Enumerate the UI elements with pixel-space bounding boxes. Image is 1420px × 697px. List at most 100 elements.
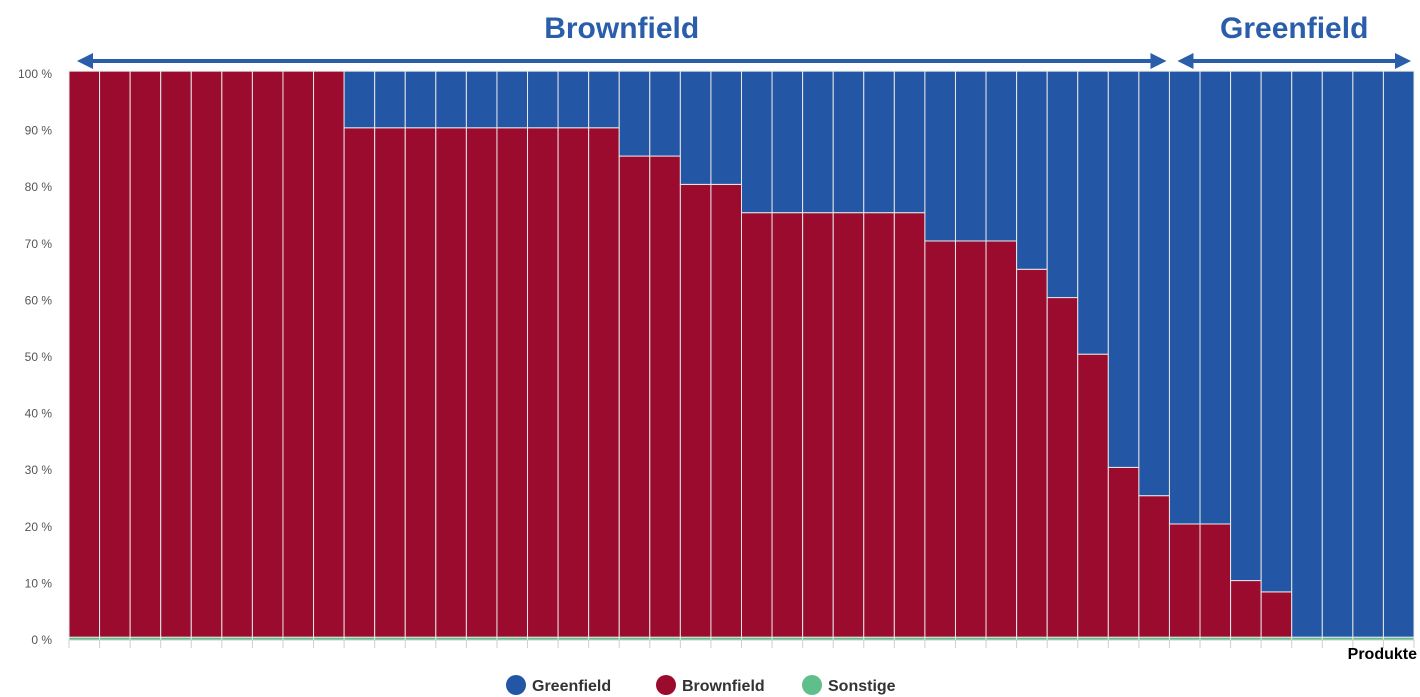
y-tick-label: 90 % — [25, 124, 53, 138]
bar-segment-brownfield — [832, 212, 865, 638]
bars-group — [68, 70, 1415, 641]
y-tick-label: 40 % — [25, 407, 53, 421]
bar-segment-brownfield — [313, 70, 345, 638]
bar-segment-greenfield — [1260, 70, 1293, 593]
bar-segment-greenfield — [863, 70, 895, 214]
bar-segment-brownfield — [771, 212, 804, 638]
bar-segment-brownfield — [99, 70, 131, 638]
y-tick-label: 60 % — [25, 293, 53, 307]
bar-segment-brownfield — [679, 183, 712, 638]
bar-segment-greenfield — [588, 70, 620, 129]
bar-segment-greenfield — [710, 70, 743, 185]
bar-segment-brownfield — [282, 70, 315, 638]
arrow-head-left — [1177, 53, 1194, 69]
bar-segment-greenfield — [1352, 70, 1384, 638]
y-tick-label: 70 % — [25, 237, 53, 251]
bar-segment-greenfield — [985, 70, 1018, 242]
bar-segment-greenfield — [1138, 70, 1170, 497]
bar-segment-greenfield — [649, 70, 681, 157]
bar-segment-brownfield — [1077, 353, 1109, 638]
arrow-head-right — [1150, 53, 1167, 69]
legend-label: Brownfield — [682, 678, 765, 695]
bar-segment-greenfield — [924, 70, 956, 242]
bar-segment-greenfield — [1321, 70, 1354, 638]
bar-segment-brownfield — [893, 212, 926, 638]
y-tick-label: 10 % — [25, 576, 53, 590]
x-axis-title: Produkte — [1348, 646, 1417, 663]
bar-segment-greenfield — [679, 70, 712, 185]
bar-segment-greenfield — [374, 70, 406, 129]
legend-label: Greenfield — [532, 678, 611, 695]
y-tick-label: 80 % — [25, 180, 53, 194]
bar-segment-brownfield — [557, 127, 590, 638]
bar-segment-brownfield — [618, 155, 651, 638]
bar-segment-greenfield — [771, 70, 804, 214]
region-label: Brownfield — [544, 12, 699, 45]
bar-segment-greenfield — [954, 70, 987, 242]
bar-segment-brownfield — [588, 127, 620, 638]
bar-segment-greenfield — [1291, 70, 1323, 638]
bar-segment-greenfield — [1046, 70, 1079, 299]
y-axis: 0 % 10 % 20 % 30 % 40 % 50 % 60 % 70 % 80 % 90 % 1… — [18, 67, 52, 647]
bar-segment-brownfield — [251, 70, 284, 638]
bar-segment-greenfield — [496, 70, 529, 129]
bar-segment-brownfield — [465, 127, 498, 638]
bar-segment-brownfield — [954, 240, 987, 638]
bar-segment-greenfield — [1168, 70, 1201, 525]
bar-segment-brownfield — [190, 70, 223, 638]
bar-segment-brownfield — [404, 127, 437, 638]
bar-segment-brownfield — [863, 212, 895, 638]
bar-segment-brownfield — [1107, 466, 1140, 638]
legend-label: Sonstige — [828, 678, 896, 695]
y-tick-label: 0 % — [31, 633, 52, 647]
y-tick-label: 100 % — [18, 67, 52, 81]
bar-segment-greenfield — [1199, 70, 1232, 525]
bar-segment-brownfield — [1016, 268, 1048, 638]
bar-segment-brownfield — [343, 127, 376, 638]
bar-segment-brownfield — [221, 70, 253, 638]
y-tick-label: 50 % — [25, 350, 53, 364]
bar-segment-brownfield — [649, 155, 681, 638]
bar-segment-greenfield — [1382, 70, 1415, 638]
bar-segment-greenfield — [802, 70, 834, 214]
bar-segment-brownfield — [1138, 495, 1170, 638]
bar-segment-greenfield — [893, 70, 926, 214]
bar-segment-brownfield — [160, 70, 192, 638]
bar-segment-brownfield — [741, 212, 773, 638]
legend-item-sonstige[interactable]: Sonstige — [802, 675, 896, 695]
legend: Greenfield Brownfield Sonstige — [506, 675, 896, 695]
arrow-head-right — [1395, 53, 1411, 69]
bar-segment-greenfield — [404, 70, 437, 129]
legend-item-brownfield[interactable]: Brownfield — [656, 675, 765, 695]
bar-segment-greenfield — [527, 70, 559, 129]
bar-segment-brownfield — [1199, 523, 1232, 638]
region-annotation-greenfield: Greenfield — [1177, 12, 1411, 69]
bar-segment-greenfield — [435, 70, 467, 129]
legend-item-greenfield[interactable]: Greenfield — [506, 675, 611, 695]
bar-segment-brownfield — [1168, 523, 1201, 638]
region-label: Greenfield — [1220, 12, 1368, 45]
bar-segment-brownfield — [435, 127, 467, 638]
bar-segment-brownfield — [527, 127, 559, 638]
bar-segment-greenfield — [1077, 70, 1109, 355]
legend-marker — [656, 675, 676, 695]
x-axis: Produkte — [68, 639, 1417, 663]
arrow-head-left — [77, 53, 93, 69]
bar-segment-brownfield — [1046, 297, 1079, 638]
bar-segment-greenfield — [618, 70, 651, 157]
bar-segment-brownfield — [985, 240, 1018, 638]
bar-segment-brownfield — [374, 127, 406, 638]
bar-segment-greenfield — [832, 70, 865, 214]
region-annotation-brownfield: Brownfield — [77, 12, 1167, 69]
bar-segment-greenfield — [1107, 70, 1140, 468]
bar-segment-greenfield — [1230, 70, 1262, 582]
bar-segment-greenfield — [1016, 70, 1048, 270]
bar-segment-brownfield — [710, 183, 743, 638]
bar-segment-greenfield — [741, 70, 773, 214]
region-annotations: Brownfield Greenfield — [77, 12, 1411, 69]
bar-segment-brownfield — [924, 240, 956, 638]
bar-segment-brownfield — [1230, 580, 1262, 638]
y-tick-label: 30 % — [25, 463, 53, 477]
